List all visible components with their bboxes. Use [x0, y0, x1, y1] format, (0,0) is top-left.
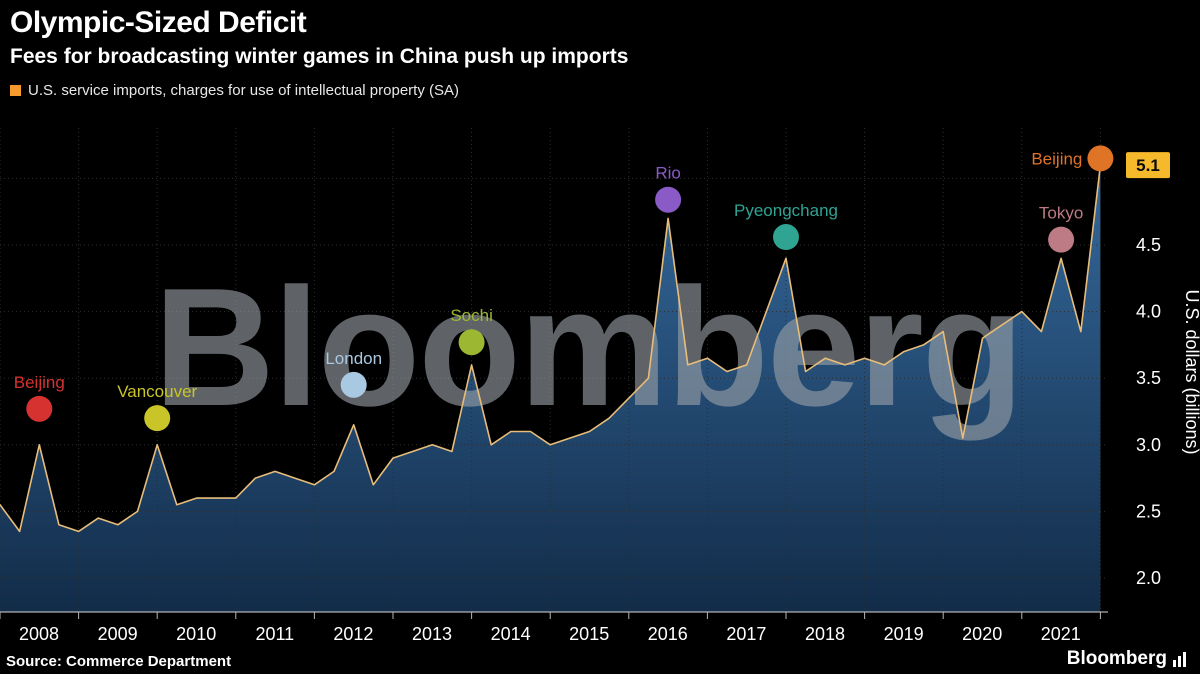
- legend-label: U.S. service imports, charges for use of…: [28, 82, 460, 99]
- last-value-badge-box: [1126, 152, 1170, 179]
- y-tick-label: 2.5: [1136, 501, 1161, 521]
- x-tick-label: 2012: [333, 624, 373, 644]
- x-tick-label: 2021: [1041, 624, 1081, 644]
- olympic-marker-dot: [458, 329, 485, 356]
- olympic-marker-dot: [144, 405, 171, 432]
- legend-swatch-icon: [10, 85, 21, 96]
- source-line: Source: Commerce Department: [6, 653, 232, 670]
- page-title: Olympic-Sized Deficit: [10, 6, 307, 39]
- olympic-marker-dot: [655, 186, 682, 213]
- x-axis: 2008 2009 2010 2011 2012 2013 2014 2015 2016 2017…: [0, 611, 1108, 644]
- x-tick-label: 2014: [491, 624, 531, 644]
- series-line: [0, 164, 1102, 533]
- gridlines: [0, 128, 1108, 612]
- x-tick-label: 2017: [726, 624, 766, 644]
- olympic-marker-beijing: Beijing: [1031, 145, 1114, 172]
- x-tick-label: 2013: [412, 624, 452, 644]
- y-tick-label: 3.5: [1136, 368, 1161, 388]
- y-tick-label: 4.0: [1136, 302, 1161, 322]
- y-tick-label: 3.0: [1136, 435, 1161, 455]
- bloomberg-bars-icon: [1173, 651, 1186, 667]
- olympic-marker-dot: [26, 395, 53, 422]
- area-fill: [0, 165, 1101, 612]
- olympic-marker-dot: [1048, 226, 1075, 253]
- x-tick-label: 2009: [98, 624, 138, 644]
- olympic-marker-label: Tokyo: [1039, 204, 1083, 223]
- y-tick-label: 2.0: [1136, 568, 1161, 588]
- x-tick-label: 2008: [19, 624, 59, 644]
- olympic-marker-beijing: Beijing: [14, 373, 65, 422]
- olympic-marker-vancouver: Vancouver: [117, 382, 198, 432]
- x-tick-label: 2020: [962, 624, 1002, 644]
- olympic-marker-dot: [773, 224, 799, 251]
- olympic-marker-dot: [340, 371, 367, 398]
- olympic-marker-london: London: [325, 349, 382, 398]
- x-tick-label: 2019: [884, 624, 924, 644]
- y-tick-label: 4.5: [1136, 235, 1161, 255]
- olympic-marker-pyeongchang: Pyeongchang: [734, 201, 838, 251]
- olympic-marker-rio: Rio: [655, 164, 682, 213]
- olympic-marker-label: Beijing: [1031, 149, 1082, 168]
- x-tick-label: 2018: [805, 624, 845, 644]
- olympic-marker-sochi: Sochi: [450, 306, 493, 356]
- olympic-marker-label: Vancouver: [117, 382, 197, 401]
- olympic-markers: Beijing Vancouver London Sochi Rio Pyeongchan…: [14, 145, 1114, 432]
- bloomberg-watermark: Bloomberg: [154, 253, 1023, 441]
- chart-subtitle: Fees for broadcasting winter games in Ch…: [10, 45, 629, 68]
- olympic-marker-label: Beijing: [14, 373, 65, 392]
- olympic-marker-label: Pyeongchang: [734, 201, 838, 220]
- x-tick-label: 2011: [255, 624, 294, 644]
- olympic-marker-dot: [1087, 145, 1114, 172]
- chart-header: Olympic-Sized Deficit Fees for broadcast…: [10, 6, 628, 99]
- y-axis: 2.0 2.5 3.0 3.5 4.0 4.5 U.S. dollars (billions…: [1136, 235, 1200, 588]
- bloomberg-logo-text: Bloomberg: [1066, 648, 1167, 669]
- last-value-badge-text: 5.1: [1136, 156, 1160, 175]
- bloomberg-logo: Bloomberg: [1067, 648, 1188, 670]
- olympic-marker-label: Rio: [655, 164, 681, 183]
- olympic-marker-label: London: [325, 349, 382, 368]
- olympic-marker-label: Sochi: [450, 306, 493, 325]
- x-tick-label: 2010: [176, 624, 216, 644]
- x-tick-label: 2016: [648, 624, 688, 644]
- y-axis-title: U.S. dollars (billions): [1182, 289, 1200, 454]
- olympic-marker-tokyo: Tokyo: [1039, 204, 1083, 253]
- x-tick-label: 2015: [569, 624, 609, 644]
- last-value-badge: 5.1: [1126, 152, 1170, 179]
- chart-legend: U.S. service imports, charges for use of…: [10, 82, 628, 99]
